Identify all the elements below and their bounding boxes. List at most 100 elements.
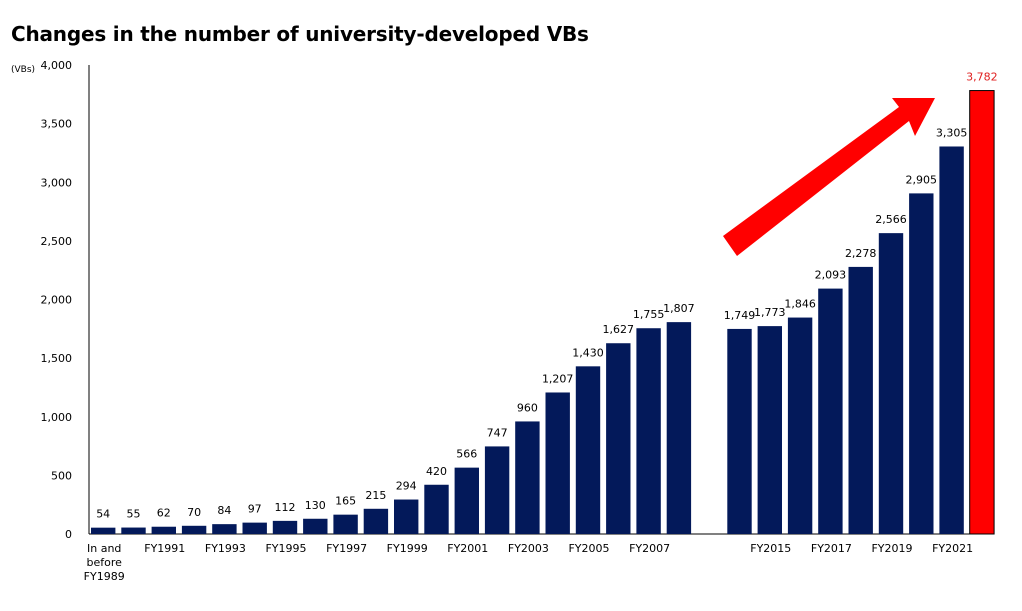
data-label: 2,278 [845,247,877,260]
bar [606,343,631,534]
x-tick-label: FY1991 [144,542,185,555]
x-tick-label-line: FY2007 [629,542,670,555]
bar [303,518,328,534]
x-tick-label: FY2017 [811,542,852,555]
data-label: 1,627 [603,323,635,336]
data-label: 1,207 [542,372,574,385]
data-label: 2,905 [906,173,938,186]
data-label: 420 [426,465,447,478]
x-tick-label: In and before FY1989 [84,542,125,583]
x-tick-label: FY2005 [568,542,609,555]
x-tick-label: FY2019 [871,542,912,555]
bar [515,421,540,534]
bar [939,146,964,534]
y-axis: 0 500 1,000 1,500 2,000 2,500 3,000 3,500 4,000 (… [11,59,993,541]
bar [91,527,116,534]
bar [454,467,479,534]
x-tick-label: FY2015 [750,542,791,555]
bar [424,484,449,534]
y-tick-label: 4,000 [41,59,73,72]
bar [666,322,692,534]
data-label: 294 [396,480,417,493]
x-tick-label: FY1999 [387,542,428,555]
x-tick-label: FY1995 [265,542,306,555]
x-tick-label: FY2007 [629,542,670,555]
x-tick-label: FY2001 [447,542,488,555]
x-tick-label-line: FY1997 [326,542,367,555]
x-tick-labels: In and before FY1989 FY1991 FY1993 FY1995 FY19… [84,542,973,583]
x-tick-label: FY2003 [508,542,549,555]
data-label: 1,807 [663,302,695,315]
bar [878,233,904,534]
data-labels: 54 55 62 70 84 97 112 130 165 215 294 420 566 747 960 1… [96,71,997,521]
bar [121,527,146,534]
data-label: 97 [248,503,262,516]
y-tick-label: 2,500 [41,235,73,248]
data-label: 1,430 [572,346,604,359]
x-tick-label-line: In and [87,542,121,555]
x-tick-label-line: FY2005 [568,542,609,555]
data-label: 55 [127,508,141,521]
data-label: 70 [187,506,201,519]
bar [394,499,419,534]
y-tick-label: 0 [65,528,72,541]
x-tick-label-line: FY1989 [84,570,125,583]
data-label: 566 [456,448,477,461]
x-tick-label: FY1997 [326,542,367,555]
x-tick-label-line: FY1995 [265,542,306,555]
bar [636,328,661,534]
bar [575,366,601,534]
x-tick-label-line: FY2017 [811,542,852,555]
y-tick-label: 1,500 [41,352,73,365]
bar [181,525,207,534]
data-label: 2,093 [815,269,847,282]
y-tick-label: 3,000 [41,176,73,189]
y-tick-label: 2,000 [41,294,73,307]
data-label: 1,755 [633,308,665,321]
bar [242,522,267,534]
bar [787,317,813,534]
y-axis-unit-label: (VBs) [11,65,35,75]
trend-arrow [723,98,935,256]
data-label: 112 [275,501,296,514]
data-label: 3,782 [966,71,998,84]
x-tick-label-line: FY2001 [447,542,488,555]
bars [91,90,995,535]
bar [484,446,510,534]
bar [272,520,298,534]
x-tick-label-line: FY2019 [871,542,912,555]
x-tick-label: FY1993 [205,542,246,555]
x-tick-label-line: FY2015 [750,542,791,555]
x-tick-label-line: before [86,556,122,569]
data-label: 960 [517,401,538,414]
chart-title: Changes in the number of university-deve… [11,22,589,46]
x-tick-label-line: FY1999 [387,542,428,555]
y-tick-label: 3,500 [41,118,73,131]
x-tick-label-line: FY1991 [144,542,185,555]
y-tick-label: 1,000 [41,411,73,424]
bar [363,508,389,534]
data-label: 54 [96,508,110,521]
bar [333,514,358,534]
bar [212,524,237,534]
data-label: 1,773 [754,306,786,319]
bar [818,288,843,534]
data-label: 165 [335,495,356,508]
data-label: 1,749 [724,309,756,322]
data-label: 747 [487,426,508,439]
x-tick-label-line: FY2021 [932,542,973,555]
bar [757,326,782,534]
bar [151,526,176,534]
data-label: 2,566 [875,213,907,226]
data-label: 1,846 [784,298,816,311]
bar [909,193,934,535]
x-tick-label-line: FY2003 [508,542,549,555]
data-label: 215 [365,489,386,502]
bar [727,328,752,534]
data-label: 130 [305,499,326,512]
bar-highlight [969,90,995,535]
bar [545,392,570,534]
data-label: 62 [157,507,171,520]
bar [848,266,873,534]
